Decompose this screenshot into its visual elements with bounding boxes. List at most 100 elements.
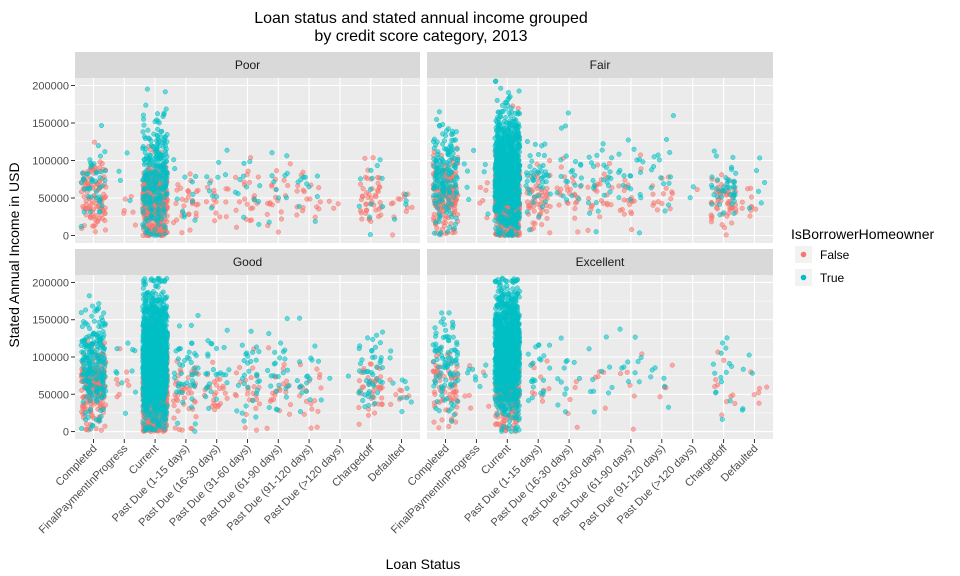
data-point [732,184,738,190]
data-point [193,173,199,179]
data-point [515,111,521,117]
facet-strip [75,52,420,78]
data-point [162,213,168,219]
data-point [558,125,565,131]
data-point [397,196,403,202]
data-point [599,147,605,153]
data-point [729,201,735,207]
data-point [246,179,253,185]
data-point [171,157,177,163]
data-point [163,106,169,112]
data-point [86,409,92,415]
data-point [331,205,337,211]
data-point [159,128,165,134]
data-point [638,152,644,158]
data-point [242,425,248,431]
data-point [379,401,385,407]
data-point [278,216,285,222]
data-point [714,186,720,192]
data-point [527,163,533,170]
data-point [241,214,247,220]
data-point [187,171,193,177]
data-point [83,417,89,423]
data-point [512,221,518,227]
data-point [440,141,446,147]
data-point [409,204,415,210]
data-point [247,218,253,224]
data-point [248,375,254,381]
data-point [439,162,445,168]
data-point [124,150,130,156]
data-point [160,201,167,207]
data-point [719,172,725,178]
data-point [121,210,127,216]
data-point [502,143,508,149]
data-point [316,206,322,212]
data-point [86,293,92,299]
data-point [540,179,546,185]
data-point [541,172,547,179]
data-point [617,167,623,173]
data-point [499,102,506,108]
data-point [85,171,91,177]
data-point [753,168,760,174]
data-point [453,190,460,196]
data-point [527,227,533,233]
data-point [627,196,633,203]
data-point [212,218,218,224]
data-point [484,180,490,186]
data-point [452,221,458,227]
data-point [450,131,456,137]
data-point [140,144,146,150]
data-point [366,191,372,197]
data-point [160,186,166,193]
data-point [182,174,188,180]
data-point [158,134,164,140]
data-point [709,215,715,222]
data-point [179,427,185,433]
data-point [225,186,231,192]
data-point [244,201,250,207]
data-point [161,208,167,214]
data-point [269,173,275,179]
data-point [600,141,606,147]
data-point [296,203,302,209]
data-point [746,205,753,211]
data-point [567,186,573,192]
data-point [144,167,150,173]
data-point [163,165,169,171]
data-point [576,196,582,202]
data-point [431,163,437,169]
data-point [314,366,320,372]
data-point [222,172,229,178]
data-point [97,164,103,170]
data-point [212,392,218,398]
data-point [453,215,459,221]
data-point [721,225,728,231]
data-point [494,97,500,103]
data-point [213,199,219,205]
data-point [578,175,584,181]
data-point [722,188,728,194]
facet-panel-good: Good050000100000150000200000CompletedFin… [32,249,420,536]
data-point [578,182,584,189]
data-point [358,210,364,216]
data-point [162,225,168,231]
data-point [283,378,290,384]
data-point [709,201,715,207]
data-point [597,214,603,220]
data-point [154,169,160,175]
data-point [628,211,635,217]
data-point [558,164,564,170]
data-point [687,195,693,201]
data-point [146,197,152,203]
data-point [725,200,731,207]
data-point [554,190,560,196]
data-point [503,177,509,183]
data-point [560,193,566,199]
data-point [204,174,210,180]
data-point [505,90,511,96]
data-point [725,178,731,184]
data-point [603,164,609,170]
data-point [79,425,85,432]
